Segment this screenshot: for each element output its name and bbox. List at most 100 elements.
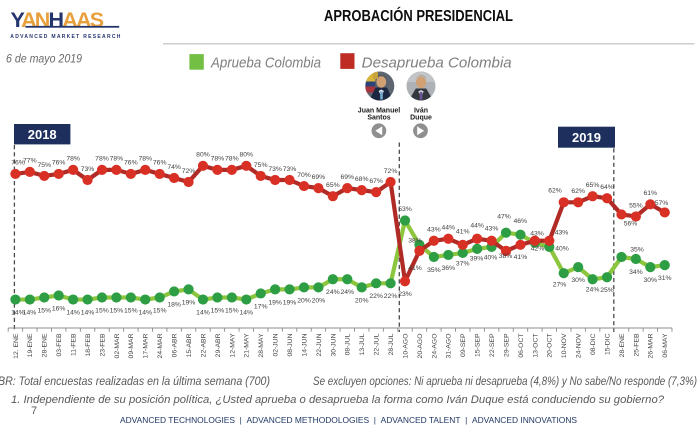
svg-text:43%: 43%: [530, 230, 544, 237]
svg-text:70%: 70%: [297, 172, 311, 179]
svg-text:40%: 40%: [484, 254, 498, 261]
svg-text:12-MAY: 12-MAY: [229, 333, 236, 358]
svg-text:29-SEP: 29-SEP: [503, 333, 510, 357]
svg-text:16%: 16%: [52, 305, 66, 312]
svg-text:39%: 39%: [470, 255, 484, 262]
svg-text:Duque: Duque: [410, 114, 432, 121]
svg-text:19%: 19%: [268, 299, 282, 306]
svg-text:56%: 56%: [624, 220, 638, 227]
svg-text:10-AGO: 10-AGO: [402, 334, 409, 359]
svg-text:77%: 77%: [23, 158, 37, 165]
svg-text:34%: 34%: [629, 269, 643, 276]
svg-text:57%: 57%: [655, 200, 669, 207]
svg-text:76%: 76%: [11, 160, 25, 167]
svg-text:74%: 74%: [167, 164, 181, 171]
svg-text:22-ABR: 22-ABR: [200, 333, 207, 357]
svg-text:47%: 47%: [497, 213, 511, 220]
svg-text:20%: 20%: [355, 297, 369, 304]
svg-text:15%: 15%: [124, 307, 138, 314]
svg-text:11-FEB: 11-FEB: [71, 333, 78, 356]
svg-text:37%: 37%: [456, 260, 470, 267]
svg-text:46%: 46%: [513, 218, 527, 225]
svg-text:62%: 62%: [548, 188, 562, 195]
svg-text:14%: 14%: [239, 309, 253, 316]
svg-text:15-SEP: 15-SEP: [475, 333, 482, 357]
svg-text:14%: 14%: [23, 309, 37, 316]
svg-text:15-ABR: 15-ABR: [186, 333, 193, 357]
svg-text:Se excluyen opciones: Ni aprue: Se excluyen opciones: Ni aprueba ni desa…: [313, 376, 697, 388]
svg-text:75%: 75%: [254, 162, 268, 169]
svg-text:72%: 72%: [384, 168, 398, 175]
svg-text:10-NOV: 10-NOV: [561, 333, 568, 358]
svg-text:65%: 65%: [586, 182, 600, 189]
svg-text:18%: 18%: [167, 301, 181, 308]
svg-text:28-ENE: 28-ENE: [42, 333, 49, 357]
svg-text:26-MAR: 26-MAR: [648, 333, 655, 358]
svg-text:Iván: Iván: [414, 107, 428, 114]
svg-text:31%: 31%: [658, 275, 672, 282]
svg-text:BR: Total encuestas realizadas: BR: Total encuestas realizadas en la últ…: [0, 376, 270, 388]
svg-text:35%: 35%: [630, 246, 644, 253]
svg-text:1. Independiente de su posició: 1. Independiente de su posición política…: [11, 394, 665, 406]
svg-text:30%: 30%: [644, 277, 658, 284]
svg-text:22%: 22%: [384, 293, 398, 300]
svg-text:28-ENE: 28-ENE: [619, 333, 626, 357]
svg-text:80%: 80%: [196, 152, 210, 159]
svg-text:6 de mayo 2019: 6 de mayo 2019: [6, 54, 83, 66]
svg-text:29-ABR: 29-ABR: [215, 333, 222, 357]
svg-text:15%: 15%: [225, 307, 239, 314]
svg-text:23%: 23%: [398, 291, 412, 298]
svg-text:24%: 24%: [586, 286, 600, 293]
svg-text:17%: 17%: [254, 303, 268, 310]
svg-text:24-NOV: 24-NOV: [576, 333, 583, 358]
svg-text:20-AGO: 20-AGO: [417, 334, 424, 359]
svg-text:20%: 20%: [297, 297, 311, 304]
svg-text:Aprueba Colombia: Aprueba Colombia: [210, 55, 321, 72]
svg-text:38%: 38%: [499, 253, 513, 260]
svg-text:14-JUN: 14-JUN: [301, 333, 308, 356]
svg-text:15%: 15%: [37, 307, 51, 314]
svg-text:06-MAY: 06-MAY: [662, 333, 669, 358]
svg-text:03-FEB: 03-FEB: [56, 333, 63, 357]
svg-text:20%: 20%: [312, 297, 326, 304]
svg-text:14%: 14%: [196, 309, 210, 316]
svg-text:09-SEP: 09-SEP: [460, 333, 467, 357]
svg-text:APROBACIÓN PRESIDENCIAL: APROBACIÓN PRESIDENCIAL: [324, 7, 513, 25]
svg-text:65%: 65%: [326, 182, 340, 189]
svg-text:7: 7: [31, 405, 37, 417]
svg-text:21-MAY: 21-MAY: [244, 333, 251, 358]
svg-text:13-JUL: 13-JUL: [359, 333, 366, 355]
svg-text:64%: 64%: [600, 184, 614, 191]
svg-text:22-JUN: 22-JUN: [316, 333, 323, 356]
svg-text:67%: 67%: [369, 178, 383, 185]
svg-text:14%: 14%: [11, 309, 25, 316]
svg-text:06-ABR: 06-ABR: [172, 333, 179, 357]
svg-text:08-DIC: 08-DIC: [590, 333, 597, 355]
svg-text:42%: 42%: [531, 245, 545, 252]
svg-text:41%: 41%: [514, 254, 528, 261]
svg-text:14%: 14%: [138, 309, 152, 316]
svg-text:41%: 41%: [408, 265, 422, 272]
svg-text:23-FEB: 23-FEB: [99, 333, 106, 357]
svg-text:15-DIC: 15-DIC: [604, 333, 611, 355]
svg-text:20-OCT: 20-OCT: [547, 334, 554, 358]
svg-text:Santos: Santos: [367, 114, 390, 121]
svg-text:08-JUN: 08-JUN: [287, 333, 294, 356]
svg-text:02-MAR: 02-MAR: [114, 333, 121, 358]
svg-text:18-FEB: 18-FEB: [85, 333, 92, 357]
svg-text:15%: 15%: [110, 307, 124, 314]
svg-text:73%: 73%: [283, 166, 297, 173]
svg-text:22%: 22%: [369, 293, 383, 300]
svg-text:78%: 78%: [95, 156, 109, 163]
svg-text:30%: 30%: [571, 277, 585, 284]
svg-text:69%: 69%: [312, 174, 326, 181]
svg-text:27%: 27%: [553, 281, 567, 288]
svg-text:76%: 76%: [52, 160, 66, 167]
svg-text:43%: 43%: [485, 225, 499, 232]
svg-text:19-ENE: 19-ENE: [27, 333, 34, 357]
svg-text:78%: 78%: [225, 156, 239, 163]
svg-text:75%: 75%: [37, 162, 51, 169]
svg-text:Desaprueba Colombia: Desaprueba Colombia: [362, 55, 512, 72]
svg-text:24-MAR: 24-MAR: [157, 333, 164, 358]
svg-text:24-AGO: 24-AGO: [431, 334, 438, 359]
